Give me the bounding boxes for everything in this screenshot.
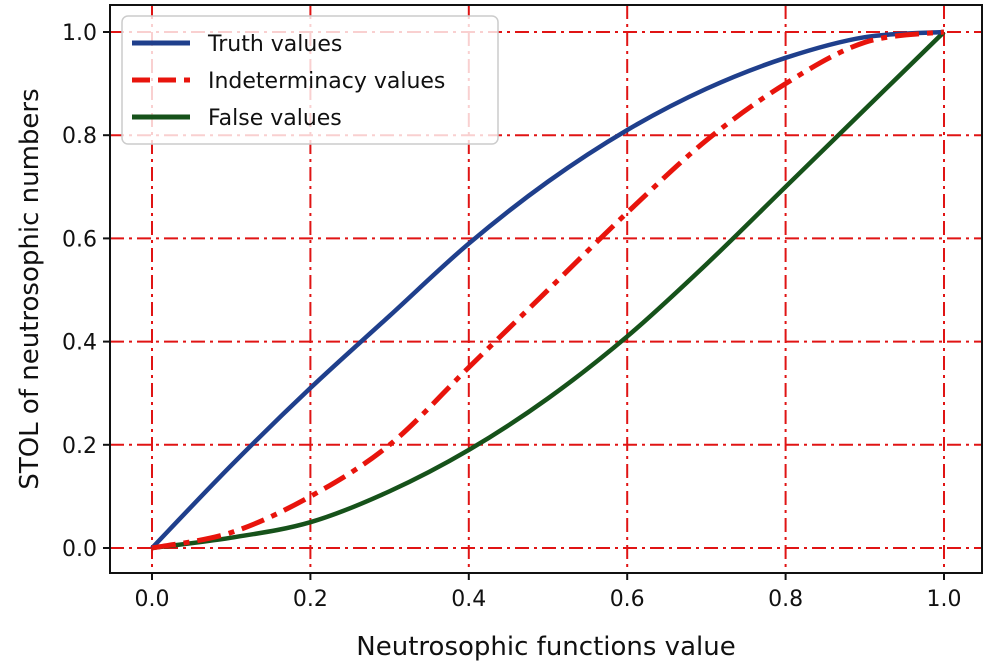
- legend-label-1: Truth values: [207, 32, 342, 57]
- series-line-2: [151, 29, 945, 551]
- y-tick-label: 0.4: [62, 331, 97, 356]
- grid-layer: [110, 5, 982, 573]
- tick-layer: 0.0 0.2 0.4 0.6 0.8 1.0 0.0 0.2 0.4 0.6 0.8 1.0: [62, 21, 962, 612]
- series-line-3: [151, 30, 946, 551]
- plot-frame: [109, 4, 983, 574]
- x-axis-label: Neutrosophic functions value: [356, 632, 735, 662]
- y-tick-label: 0.8: [62, 124, 97, 149]
- x-tick-label: 1.0: [927, 587, 962, 612]
- y-tick-label: 0.0: [62, 537, 97, 562]
- legend-box: [121, 15, 499, 145]
- y-tick-label: 1.0: [62, 21, 97, 46]
- y-axis-label: STOL of neutrosophic numbers: [15, 88, 45, 489]
- y-tick-label: 0.2: [62, 434, 97, 459]
- x-tick-label: 0.4: [451, 587, 486, 612]
- x-tick-label: 0.0: [135, 587, 170, 612]
- x-tick-label: 0.8: [768, 587, 803, 612]
- y-tick-label: 0.6: [62, 227, 97, 252]
- legend-items: Truth values Indeterminacy values False va…: [132, 32, 445, 131]
- x-tick-label: 0.2: [293, 587, 328, 612]
- legend: Truth values Indeterminacy values False va…: [121, 15, 499, 145]
- legend-label-3: False values: [208, 106, 342, 131]
- x-tick-label: 0.6: [610, 587, 645, 612]
- series-layer: [150, 29, 946, 551]
- legend-label-2: Indeterminacy values: [208, 69, 445, 94]
- series-line-1: [150, 29, 945, 550]
